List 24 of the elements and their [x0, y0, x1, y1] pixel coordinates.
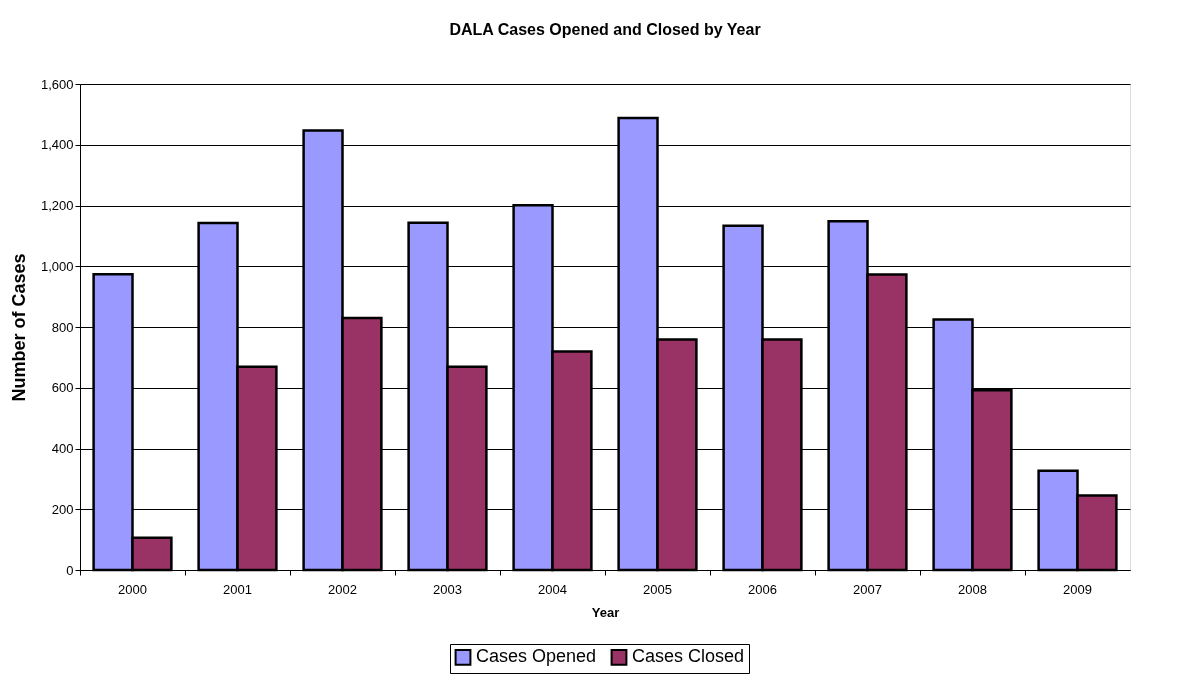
y-tick-label: 1,600: [40, 76, 74, 92]
x-tick-label: 2005: [643, 581, 672, 597]
y-tick-label: 600: [51, 380, 74, 396]
y-tick-label: 1,000: [40, 258, 74, 274]
y-axis-title: Number of Cases: [8, 253, 29, 402]
y-tick-label: 200: [51, 501, 74, 517]
y-tick-label: 1,200: [40, 198, 74, 213]
x-tick-label: 2000: [118, 581, 147, 597]
chart-title: DALA Cases Opened and Closed by Year: [449, 21, 761, 38]
x-tick-label: 2001: [223, 581, 252, 597]
x-tick-label: 2008: [958, 581, 987, 597]
x-tick-label: 2009: [1063, 581, 1092, 597]
x-tick-label: 2007: [853, 581, 882, 597]
legend-label: Cases Opened: [476, 646, 597, 667]
x-axis-title: Year: [591, 604, 620, 620]
x-tick-label: 2004: [538, 581, 567, 597]
y-tick-label: 1,400: [40, 137, 74, 153]
x-tick-label: 2006: [748, 581, 777, 597]
x-tick-label: 2002: [328, 581, 357, 597]
legend-label: Cases Closed: [632, 646, 745, 667]
y-tick-label: 400: [51, 441, 74, 456]
y-tick-label: 0: [66, 562, 74, 578]
x-tick-label: 2003: [433, 581, 462, 597]
y-tick-label: 800: [51, 319, 74, 335]
